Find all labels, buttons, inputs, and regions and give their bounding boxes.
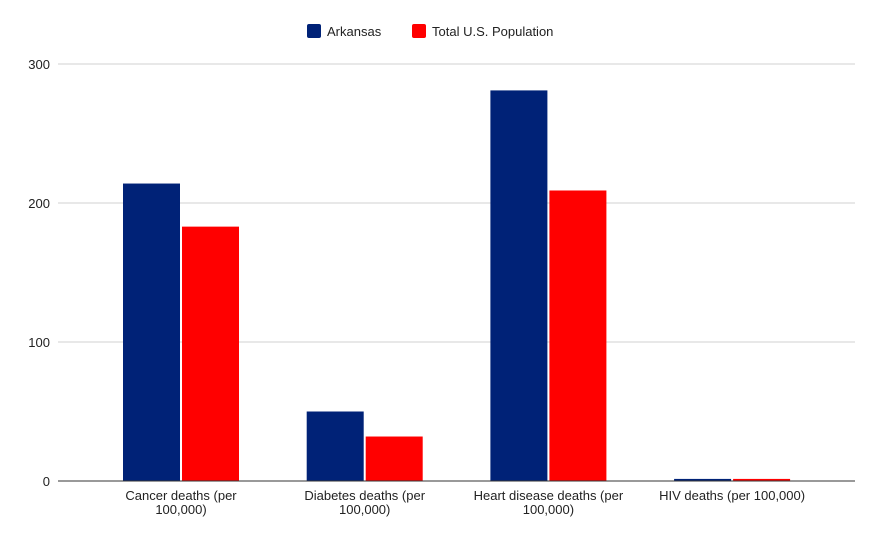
y-tick-label: 200 <box>28 196 50 211</box>
bar-total-u-s-population-1 <box>365 436 423 481</box>
x-tick-label: HIV deaths (per 100,000) <box>659 488 805 503</box>
y-tick-label: 300 <box>28 57 50 72</box>
x-tick-label: Diabetes deaths (per <box>304 488 425 503</box>
x-tick-label: Cancer deaths (per <box>125 488 237 503</box>
y-tick-label: 0 <box>43 474 50 489</box>
legend-label: Total U.S. Population <box>432 24 553 39</box>
legend-swatch <box>412 24 426 38</box>
x-tick-label: Heart disease deaths (per <box>474 488 624 503</box>
x-tick-label: 100,000) <box>523 502 574 517</box>
bar-arkansas-0 <box>123 183 180 482</box>
x-tick-label: 100,000) <box>339 502 390 517</box>
bar-arkansas-1 <box>306 411 364 481</box>
bar-total-u-s-population-2 <box>549 190 607 482</box>
bar-arkansas-2 <box>490 90 548 481</box>
bar-total-u-s-population-0 <box>182 226 239 481</box>
y-tick-label: 100 <box>28 335 50 350</box>
bar-arkansas-3 <box>674 478 732 481</box>
legend-swatch <box>307 24 321 38</box>
bar-total-u-s-population-3 <box>733 478 791 481</box>
x-tick-label: 100,000) <box>155 502 206 517</box>
legend-label: Arkansas <box>327 24 382 39</box>
